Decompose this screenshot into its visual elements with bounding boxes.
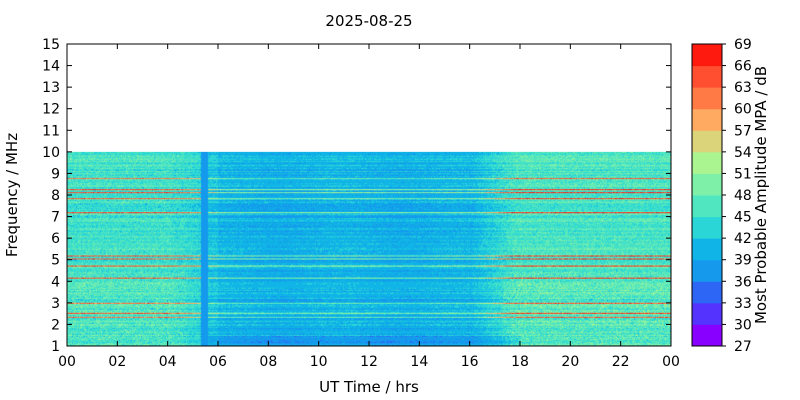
colorbar: 27 30 33 36 39 42 45 48 51 54 57 60 63 66 69 — [691, 37, 752, 355]
colorbar-segment — [692, 281, 722, 304]
colorbar-segment — [692, 324, 722, 347]
colorbar-tick-label: 33 — [734, 296, 752, 312]
colorbar-tick-label: 57 — [734, 123, 752, 139]
colorbar-segment — [692, 302, 722, 325]
y-tick-label: 2 — [51, 317, 60, 333]
heatmap-area — [67, 44, 671, 346]
chart-title: 2025-08-25 — [325, 12, 412, 30]
colorbar-tick-label: 69 — [734, 37, 752, 53]
colorbar-segment — [692, 44, 722, 67]
colorbar-segment — [692, 151, 722, 174]
colorbar-tick-label: 54 — [734, 145, 752, 161]
colorbar-tick-label: 27 — [734, 339, 752, 355]
x-tick-label: 02 — [108, 354, 126, 370]
x-tick-label: 00 — [662, 354, 680, 370]
x-tick-label: 20 — [561, 354, 579, 370]
y-tick-label: 3 — [51, 296, 60, 312]
colorbar-tick-label: 42 — [734, 231, 752, 247]
y-tick-label: 15 — [42, 37, 60, 53]
colorbar-segment — [692, 87, 722, 110]
heatmap-image — [67, 151, 671, 346]
colorbar-segment — [692, 65, 722, 88]
y-tick-label: 10 — [42, 145, 60, 161]
x-axis: 00 02 04 06 08 10 12 14 16 18 20 22 00 — [58, 44, 680, 370]
x-tick-label: 00 — [58, 354, 76, 370]
x-tick-label: 08 — [259, 354, 277, 370]
y-tick-label: 7 — [51, 210, 60, 226]
y-tick-label: 14 — [42, 59, 60, 75]
colorbar-segment — [692, 173, 722, 196]
colorbar-tick-label: 48 — [734, 188, 752, 204]
x-tick-label: 06 — [209, 354, 227, 370]
x-tick-label: 18 — [511, 354, 529, 370]
y-tick-label: 8 — [51, 188, 60, 204]
colorbar-segment — [692, 130, 722, 153]
colorbar-segment — [692, 259, 722, 282]
colorbar-tick-label: 51 — [734, 166, 752, 182]
y-tick-label: 5 — [51, 253, 60, 269]
y-tick-label: 4 — [51, 274, 60, 290]
colorbar-segment — [692, 238, 722, 261]
colorbar-tick-label: 45 — [734, 210, 752, 226]
colorbar-tick-label: 60 — [734, 102, 752, 118]
y-tick-label: 1 — [51, 339, 60, 355]
colorbar-tick-label: 66 — [734, 59, 752, 75]
colorbar-tick-label: 30 — [734, 317, 752, 333]
colorbar-tick-label: 39 — [734, 253, 752, 269]
x-tick-label: 04 — [159, 354, 177, 370]
x-tick-label: 22 — [612, 354, 630, 370]
x-tick-label: 12 — [360, 354, 378, 370]
x-tick-label: 14 — [410, 354, 428, 370]
y-tick-label: 9 — [51, 166, 60, 182]
x-axis-title: UT Time / hrs — [319, 378, 419, 396]
y-tick-label: 12 — [42, 102, 60, 118]
colorbar-segment — [692, 108, 722, 131]
colorbar-segment — [692, 216, 722, 239]
colorbar-tick-label: 63 — [734, 80, 752, 96]
y-tick-label: 13 — [42, 80, 60, 96]
y-tick-label: 6 — [51, 231, 60, 247]
colorbar-segment — [692, 195, 722, 218]
y-tick-label: 11 — [42, 123, 60, 139]
y-axis-title: Frequency / MHz — [3, 133, 21, 257]
x-tick-label: 10 — [310, 354, 328, 370]
colorbar-tick-label: 36 — [734, 274, 752, 290]
colorbar-title: Most Probable Amplitude MPA / dB — [752, 66, 770, 324]
x-tick-label: 16 — [461, 354, 479, 370]
